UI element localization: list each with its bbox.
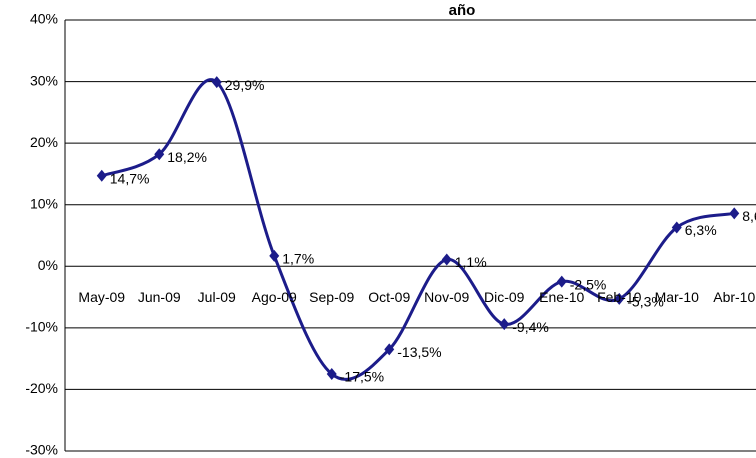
data-label: 1,1%: [455, 254, 487, 270]
y-tick-label: 40%: [30, 11, 58, 27]
data-label: -17,5%: [340, 369, 384, 385]
marker: [326, 368, 337, 381]
y-tick-label: 20%: [30, 134, 58, 150]
y-tick-label: -30%: [25, 442, 58, 458]
data-label: 8,6%: [742, 208, 756, 224]
chart-title: año: [449, 2, 476, 19]
x-tick-label: Feb-10: [597, 289, 642, 305]
data-label: -9,4%: [512, 319, 549, 335]
y-tick-label: -10%: [25, 319, 58, 335]
marker: [96, 169, 107, 182]
data-label: 18,2%: [167, 149, 207, 165]
data-label: 1,7%: [282, 251, 314, 267]
marker: [556, 275, 567, 288]
x-tick-label: Sep-09: [309, 289, 355, 305]
marker: [384, 343, 395, 356]
y-tick-label: 10%: [30, 195, 58, 211]
marker: [154, 148, 165, 161]
marker: [729, 207, 740, 220]
marker: [269, 249, 280, 262]
marker: [211, 76, 222, 89]
x-tick-label: Jun-09: [137, 289, 181, 305]
data-label: -5,3%: [627, 294, 664, 310]
y-tick-label: -20%: [25, 380, 58, 396]
x-tick-label: Dic-09: [484, 289, 525, 305]
x-tick-label: Abr-10: [713, 289, 756, 305]
series-line: [101, 78, 735, 381]
data-label: 29,9%: [225, 77, 265, 93]
x-tick-label: Ene-10: [539, 289, 585, 305]
data-label: 6,3%: [685, 222, 717, 238]
y-tick-label: 30%: [30, 72, 58, 88]
data-label: -2,5%: [570, 276, 607, 292]
x-tick-label: Mar-10: [654, 289, 699, 305]
marker: [499, 318, 510, 331]
data-label: -13,5%: [397, 344, 441, 360]
x-tick-label: Ago-09: [251, 289, 297, 305]
x-tick-label: May-09: [78, 289, 126, 305]
x-tick-label: Nov-09: [424, 289, 470, 305]
x-tick-label: Oct-09: [368, 289, 411, 305]
marker: [671, 221, 682, 234]
marker: [441, 253, 452, 266]
marker: [614, 292, 625, 305]
x-tick-label: Jul-09: [197, 289, 236, 305]
y-tick-label: 0%: [38, 257, 58, 273]
data-label: 14,7%: [110, 170, 150, 186]
